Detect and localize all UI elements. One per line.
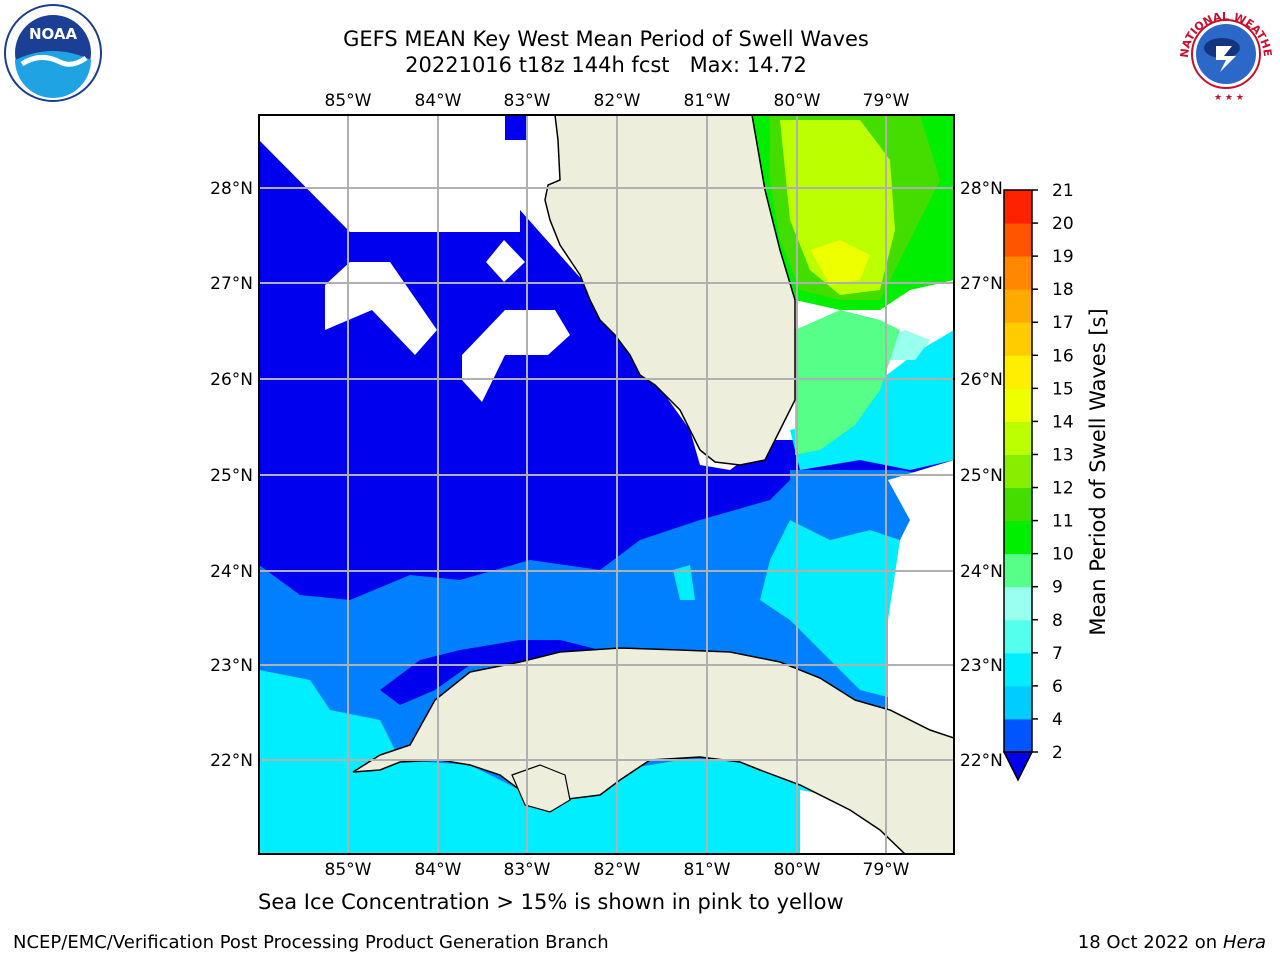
map-frame	[258, 114, 955, 855]
lat-label-left: 24°N	[210, 562, 253, 582]
colorbar-tick-label: 8	[1052, 611, 1063, 631]
lat-label-right: 27°N	[960, 274, 1003, 294]
lat-label-right: 22°N	[960, 751, 1003, 771]
colorbar-tick-label: 17	[1052, 313, 1074, 333]
lon-label-top: 81°W	[684, 91, 731, 111]
lat-label-right: 24°N	[960, 562, 1003, 582]
lat-label-left: 25°N	[210, 466, 253, 486]
sea-ice-note: Sea Ice Concentration > 15% is shown in …	[258, 890, 844, 914]
colorbar-tick-label: 12	[1052, 479, 1074, 499]
lat-label-right: 25°N	[960, 466, 1003, 486]
lat-label-left: 27°N	[210, 274, 253, 294]
colorbar-tick-label: 19	[1052, 247, 1074, 267]
lon-label-top: 79°W	[863, 91, 910, 111]
colorbar-segment	[1004, 619, 1032, 654]
colorbar-segment	[1004, 586, 1032, 621]
colorbar: 2 4 6 7 8 9 10 11 12 13 14 15 16 17 18 19 20 21	[1002, 181, 1074, 782]
colorbar-segment	[1004, 256, 1032, 290]
noaa-logo-text: NOAA	[29, 25, 78, 43]
colorbar-tick-label: 6	[1052, 677, 1063, 697]
footer-date: 18 Oct 2022 on Hera	[1078, 932, 1266, 953]
colorbar-segment	[1004, 223, 1032, 257]
svg-text:★ ★ ★: ★ ★ ★	[1214, 93, 1244, 103]
colorbar-label: Mean Period of Swell Waves [s]	[1086, 308, 1110, 635]
colorbar-tick-label: 10	[1052, 545, 1074, 565]
lat-label-right: 23°N	[960, 656, 1003, 676]
lat-label-left: 22°N	[210, 751, 253, 771]
colorbar-segment	[1004, 289, 1032, 323]
colorbar-tick-label: 18	[1052, 280, 1074, 300]
lon-label-bottom: 82°W	[594, 860, 641, 880]
lon-label-top: 80°W	[774, 91, 821, 111]
footer-credit: NCEP/EMC/Verification Post Processing Pr…	[13, 932, 609, 953]
colorbar-segment	[1004, 553, 1032, 588]
lon-label-bottom: 85°W	[325, 860, 372, 880]
colorbar-tick-label: 20	[1052, 214, 1074, 234]
colorbar-segment	[1004, 421, 1032, 455]
colorbar-tick-label: 15	[1052, 379, 1074, 399]
colorbar-tick-label: 11	[1052, 512, 1074, 532]
lat-label-right: 28°N	[960, 179, 1003, 199]
lat-label-left: 28°N	[210, 179, 253, 199]
lon-label-top: 85°W	[325, 91, 372, 111]
lon-label-bottom: 79°W	[863, 860, 910, 880]
lat-label-left: 23°N	[210, 656, 253, 676]
colorbar-segment	[1004, 685, 1032, 720]
colorbar-segment	[1004, 454, 1032, 489]
field-9-10	[795, 310, 900, 455]
colorbar-tick-label: 16	[1052, 346, 1074, 366]
lon-label-top: 82°W	[594, 91, 641, 111]
colorbar-segment	[1004, 718, 1032, 753]
footer-date-text: 18 Oct 2022 on	[1077, 932, 1223, 953]
colorbar-segment	[1004, 322, 1032, 356]
colorbar-segment	[1004, 388, 1032, 422]
lat-label-left: 26°N	[210, 370, 253, 390]
lon-label-bottom: 84°W	[415, 860, 462, 880]
lon-label-bottom: 81°W	[684, 860, 731, 880]
field-4-6	[259, 670, 954, 854]
chart-title-line2: 20221016 t18z 144h fcst Max: 14.72	[405, 53, 807, 77]
noaa-logo: NOAA	[4, 4, 102, 102]
colorbar-tick-label: 2	[1052, 743, 1063, 763]
colorbar-tick-label: 4	[1052, 710, 1063, 730]
lon-label-top: 83°W	[504, 91, 551, 111]
colorbar-tick-label: 9	[1052, 578, 1063, 598]
colorbar-segment	[1004, 652, 1032, 687]
colorbar-tick-label: 13	[1052, 445, 1074, 465]
colorbar-segment	[1004, 487, 1032, 522]
colorbar-segment	[1004, 520, 1032, 555]
colorbar-segment	[1004, 190, 1032, 224]
colorbar-tick-label: 7	[1052, 644, 1063, 664]
lon-label-top: 84°W	[415, 91, 462, 111]
colorbar-segment	[1004, 355, 1032, 389]
colorbar-tick-label: 14	[1052, 412, 1074, 432]
lon-label-bottom: 80°W	[774, 860, 821, 880]
footer-host: Hera	[1222, 932, 1266, 953]
colorbar-under-arrow	[1002, 751, 1034, 782]
nws-logo: NATIONAL WEATHER SERVICE ★ ★ ★	[1174, 2, 1276, 104]
colorbar-frame	[1003, 189, 1033, 753]
chart-title-line1: GEFS MEAN Key West Mean Period of Swell …	[343, 27, 869, 51]
lat-label-right: 26°N	[960, 370, 1003, 390]
lon-label-bottom: 83°W	[504, 860, 551, 880]
colorbar-tick-label: 21	[1052, 181, 1074, 201]
cuba-land	[352, 647, 954, 854]
